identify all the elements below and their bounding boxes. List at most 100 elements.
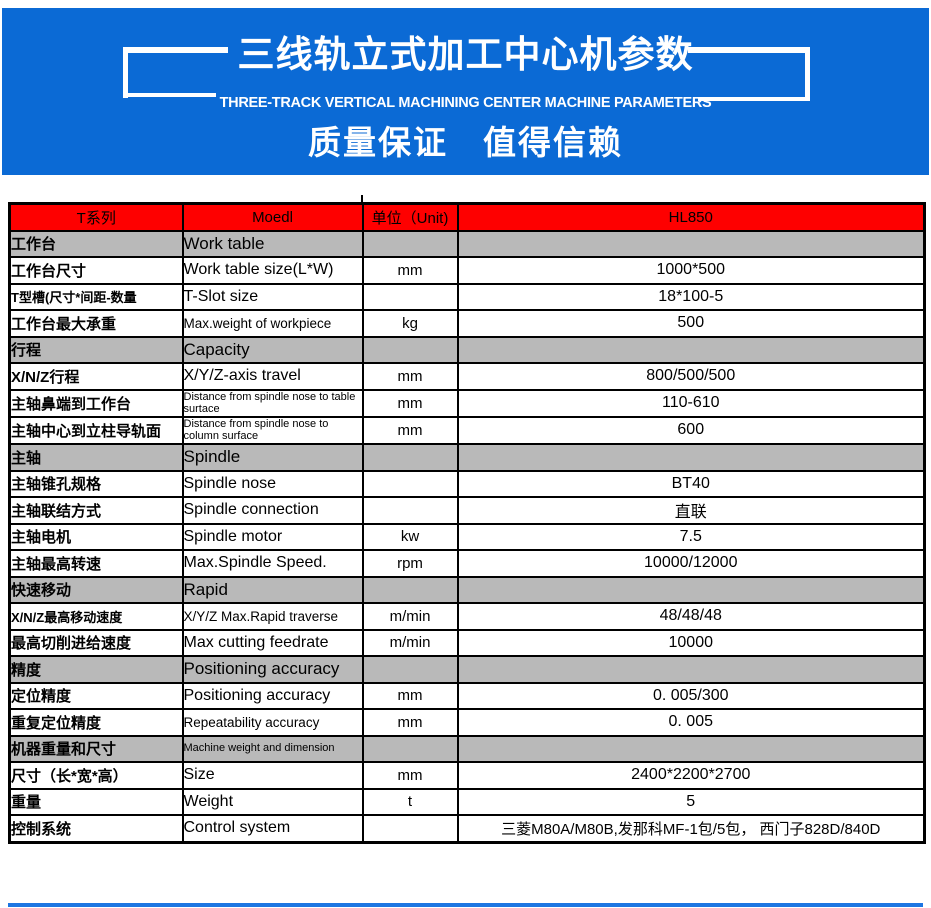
spec-value: 2400*2200*2700 xyxy=(456,761,926,790)
section-row: 机器重量和尺寸 Machine weight and dimension xyxy=(8,734,926,764)
spec-value: 三菱M80A/M80B,发那科MF-1包/5包， 西门子828D/840D xyxy=(456,814,926,844)
spec-value: 1000*500 xyxy=(456,256,926,285)
spec-unit xyxy=(361,575,459,605)
spec-value xyxy=(456,575,926,605)
spec-name-en: Capacity xyxy=(181,335,364,364)
spec-name-en: Size xyxy=(181,761,364,790)
spec-unit: mm xyxy=(361,388,459,418)
banner: 三线轨立式加工中心机参数 THREE-TRACK VERTICAL MACHIN… xyxy=(2,8,929,175)
col-header-model: Moedl xyxy=(181,202,364,232)
spec-unit xyxy=(361,282,459,311)
spec-name-en: Work table size(L*W) xyxy=(181,256,364,285)
spec-name-cn: 重复定位精度 xyxy=(8,708,184,737)
bracket-left-bottom-line xyxy=(123,93,216,97)
spec-row: 重量 Weight t 5 xyxy=(8,787,926,817)
spec-row: 尺寸（长*宽*高） Size mm 2400*2200*2700 xyxy=(8,761,926,790)
banner-title: 三线轨立式加工中心机参数 xyxy=(237,34,694,75)
spec-value: 7.5 xyxy=(456,522,926,552)
spec-name-cn: T型槽(尺寸*间距-数量 xyxy=(8,282,184,311)
spec-name-en: X/Y/Z-axis travel xyxy=(181,362,364,391)
spec-name-cn: 行程 xyxy=(8,335,184,364)
spec-unit xyxy=(361,335,459,364)
spec-row: 主轴中心到立柱导轨面 Distance from spindle nose to … xyxy=(8,415,926,446)
spec-name-cn: 快速移动 xyxy=(8,575,184,605)
spec-name-cn: 工作台最大承重 xyxy=(8,309,184,338)
spec-unit: mm xyxy=(361,415,459,446)
spec-value: 0. 005/300 xyxy=(456,681,926,711)
spec-value: 10000 xyxy=(456,628,926,658)
spec-name-cn: 工作台 xyxy=(8,229,184,258)
spec-value: 800/500/500 xyxy=(456,362,926,391)
spec-name-cn: 主轴电机 xyxy=(8,522,184,552)
spec-name-cn: 主轴联结方式 xyxy=(8,496,184,525)
spec-name-cn: 主轴中心到立柱导轨面 xyxy=(8,415,184,446)
spec-row: 主轴电机 Spindle motor kw 7.5 xyxy=(8,522,926,552)
spec-name-en: Machine weight and dimension xyxy=(181,734,364,764)
bracket-left-vertical-line xyxy=(123,47,128,98)
spec-value xyxy=(456,335,926,364)
spec-unit xyxy=(361,496,459,525)
spec-name-cn: 主轴锥孔规格 xyxy=(8,469,184,499)
spec-name-en: Positioning accuracy xyxy=(181,681,364,711)
spec-unit: mm xyxy=(361,708,459,737)
spec-name-en: Distance from spindle nose to column sur… xyxy=(181,415,364,446)
spec-name-cn: 主轴最高转速 xyxy=(8,549,184,578)
spec-value: 600 xyxy=(456,415,926,446)
spec-unit: m/min xyxy=(361,628,459,658)
spec-value: 18*100-5 xyxy=(456,282,926,311)
spec-unit xyxy=(361,229,459,258)
table-top-tick xyxy=(361,195,363,203)
spec-row: 主轴最高转速 Max.Spindle Speed. rpm 10000/12000 xyxy=(8,549,926,578)
spec-unit: mm xyxy=(361,681,459,711)
spec-unit: t xyxy=(361,787,459,817)
spec-table-body: 工作台 Work table 工作台尺寸 Work table size(L*W) mm… xyxy=(8,229,926,844)
bracket-right-vertical-line xyxy=(805,47,810,101)
spec-value xyxy=(456,734,926,764)
spec-value: 110-610 xyxy=(456,388,926,418)
spec-name-cn: 定位精度 xyxy=(8,681,184,711)
spec-table: T系列 Moedl 单位（Unit) HL850 工作台 Work table 工作… xyxy=(8,202,926,844)
spec-row: 定位精度 Positioning accuracy mm 0. 005/300 xyxy=(8,681,926,711)
spec-name-cn: 精度 xyxy=(8,655,184,684)
spec-value: 10000/12000 xyxy=(456,549,926,578)
col-header-series: T系列 xyxy=(8,202,184,232)
spec-row: X/N/Z最高移动速度 X/Y/Z Max.Rapid traverse m/min… xyxy=(8,602,926,631)
spec-value xyxy=(456,443,926,472)
spec-name-cn: X/N/Z最高移动速度 xyxy=(8,602,184,631)
spec-name-en: Control system xyxy=(181,814,364,844)
spec-value xyxy=(456,229,926,258)
spec-row: 重复定位精度 Repeatability accuracy mm 0. 005 xyxy=(8,708,926,737)
bracket-right-bottom-line xyxy=(698,97,810,101)
spec-name-en: Distance from spindle nose to table surt… xyxy=(181,388,364,418)
spec-unit: mm xyxy=(361,256,459,285)
spec-row: 主轴锥孔规格 Spindle nose BT40 xyxy=(8,469,926,499)
spec-name-en: Spindle motor xyxy=(181,522,364,552)
spec-row: 主轴联结方式 Spindle connection 直联 xyxy=(8,496,926,525)
table-header-row: T系列 Moedl 单位（Unit) HL850 xyxy=(8,202,926,232)
section-row: 主轴 Spindle xyxy=(8,443,926,472)
spec-unit xyxy=(361,814,459,844)
spec-unit: rpm xyxy=(361,549,459,578)
spec-name-en: Max cutting feedrate xyxy=(181,628,364,658)
spec-name-en: T-Slot size xyxy=(181,282,364,311)
section-row: 精度 Positioning accuracy xyxy=(8,655,926,684)
spec-row: 工作台最大承重 Max.weight of workpiece kg 500 xyxy=(8,309,926,338)
spec-row: X/N/Z行程 X/Y/Z-axis travel mm 800/500/500 xyxy=(8,362,926,391)
bottom-accent-bar xyxy=(8,903,923,907)
spec-unit: kg xyxy=(361,309,459,338)
spec-name-en: Spindle connection xyxy=(181,496,364,525)
spec-name-cn: 重量 xyxy=(8,787,184,817)
section-row: 快速移动 Rapid xyxy=(8,575,926,605)
spec-name-en: Rapid xyxy=(181,575,364,605)
spec-name-cn: 尺寸（长*宽*高） xyxy=(8,761,184,790)
spec-name-en: Spindle nose xyxy=(181,469,364,499)
spec-unit: mm xyxy=(361,761,459,790)
spec-row: 最高切削进给速度 Max cutting feedrate m/min 10000 xyxy=(8,628,926,658)
spec-row: T型槽(尺寸*间距-数量 T-Slot size 18*100-5 xyxy=(8,282,926,311)
section-row: 行程 Capacity xyxy=(8,335,926,364)
col-header-value: HL850 xyxy=(456,202,926,232)
spec-value: 500 xyxy=(456,309,926,338)
spec-value: 48/48/48 xyxy=(456,602,926,631)
spec-value: 5 xyxy=(456,787,926,817)
bracket-right-top-line xyxy=(688,47,810,53)
